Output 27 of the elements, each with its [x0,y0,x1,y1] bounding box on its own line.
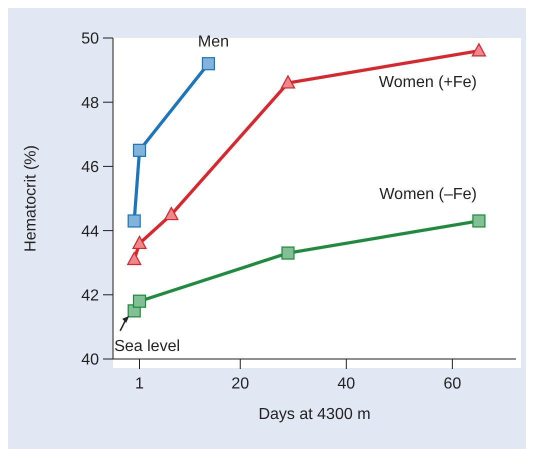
x-axis-title: Days at 4300 m [258,406,371,423]
point [132,144,146,157]
x-tick-label: 40 [337,375,356,392]
point [472,43,486,56]
y-axis-title: Hematocrit (%) [22,145,40,252]
series-label: Women (–Fe) [379,186,477,203]
x-tick-label: 20 [231,375,250,392]
y-tick-label: 40 [81,352,100,369]
point [281,246,295,260]
series-label: Women (+Fe) [378,74,477,91]
series-label: Men [198,34,230,51]
annotation: Sea level [114,338,180,355]
y-tick-label: 46 [81,159,100,176]
y-tick-label: 44 [81,223,100,240]
point [472,214,486,228]
y-tick-label: 48 [81,94,100,112]
x-tick-label: 60 [443,375,462,392]
point [164,206,178,220]
point [128,214,141,228]
point [127,252,142,266]
point [280,75,296,89]
point [132,236,147,250]
x-tick-label: 1 [135,375,144,392]
y-tick-label: 50 [81,30,100,48]
point [202,57,216,70]
point [132,294,146,308]
y-tick-label: 42 [81,287,100,304]
